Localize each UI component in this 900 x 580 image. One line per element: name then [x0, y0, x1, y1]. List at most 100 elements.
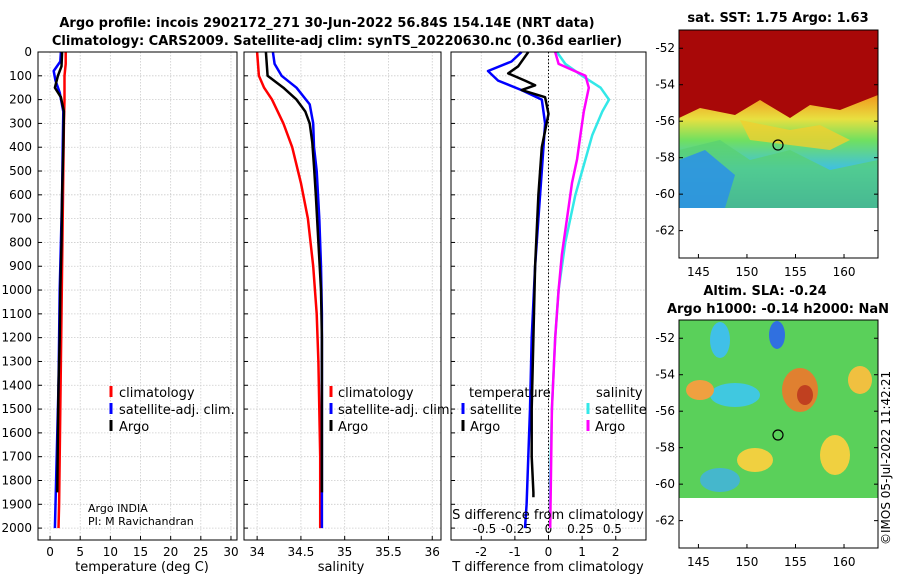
- credit-line-1: Argo INDIA: [88, 502, 148, 515]
- sla-map-ticks: 145 150 155 160 -52 -54 -56 -58 -60 -62: [655, 331, 878, 569]
- sla-blob: [820, 435, 850, 475]
- legend-label-climatology: climatology: [119, 386, 195, 401]
- legend-label-sal-argo: Argo: [595, 420, 625, 435]
- depth-tick-label: 1300: [1, 354, 32, 368]
- map-x-tick-label: 160: [833, 265, 856, 279]
- temperature-legend: climatology satellite-adj. clim. Argo: [109, 386, 235, 435]
- s-diff-xlabel: S difference from climatology: [452, 508, 644, 523]
- argo-location-marker: [772, 139, 784, 151]
- sla-blob: [737, 448, 773, 472]
- sla-blob: [769, 321, 785, 349]
- map-y-tick-label: -62: [655, 224, 675, 238]
- sst-map-title: sat. SST: 1.75 Argo: 1.63: [687, 11, 868, 26]
- map-x-tick-label: 155: [784, 265, 807, 279]
- x-tick-label: 15: [133, 545, 148, 559]
- map-x-tick-label: 145: [687, 265, 710, 279]
- map-y-tick-label: -60: [655, 187, 675, 201]
- s-tick-label: 0.5: [603, 522, 622, 536]
- depth-tick-label: 500: [9, 164, 32, 178]
- legend-label-satellite: satellite-adj. clim.: [338, 403, 454, 418]
- series-line-climatology: [255, 51, 322, 529]
- plot-frame: [450, 51, 647, 541]
- plot-frame: [243, 51, 442, 541]
- sst-warm-region: [679, 30, 878, 118]
- x-tick-label: 25: [193, 545, 208, 559]
- credit-line-2: PI: M Ravichandran: [88, 515, 194, 528]
- depth-tick-label: 600: [9, 188, 32, 202]
- series-line-salinity-argo: [548, 51, 591, 529]
- map-x-tick-label: 155: [784, 555, 807, 569]
- legend-title-temperature: temperature: [469, 386, 551, 401]
- depth-tick-label: 200: [9, 93, 32, 107]
- sst-yellow-band: [740, 120, 850, 150]
- x-tick-label: 34: [249, 545, 264, 559]
- sla-blob: [686, 380, 714, 400]
- depth-tick-label: 1800: [1, 473, 32, 487]
- map-y-tick-label: -54: [655, 368, 675, 382]
- series-line-temperature-argo: [506, 51, 550, 498]
- map-x-tick-label: 145: [687, 555, 710, 569]
- sst-map: 145 150 155 160 -52 -54 -56 -58 -60 -62: [655, 29, 879, 279]
- salinity-xlabel: salinity: [318, 560, 365, 575]
- depth-tick-label: 400: [9, 140, 32, 154]
- map-y-tick-label: -58: [655, 151, 675, 165]
- x-tick-label: 10: [103, 545, 118, 559]
- map-y-tick-label: -56: [655, 114, 675, 128]
- legend-label-temp-satellite: satellite: [470, 403, 522, 418]
- map-x-tick-label: 150: [735, 555, 758, 569]
- title-line-1: Argo profile: incois 2902172_271 30-Jun-…: [59, 16, 594, 31]
- sla-features: [686, 321, 872, 492]
- legend-title-salinity: salinity: [596, 386, 643, 401]
- s-tick-label: -0.25: [501, 522, 532, 536]
- x-tick-label: -2: [475, 545, 487, 559]
- x-tick-label: 30: [223, 545, 238, 559]
- depth-tick-label: 1400: [1, 378, 32, 392]
- map-y-tick-label: -62: [655, 514, 675, 528]
- depth-tick-label: 700: [9, 212, 32, 226]
- depth-tick-label: 900: [9, 259, 32, 273]
- sla-blob: [848, 366, 872, 394]
- depth-tick-label: 1100: [1, 307, 32, 321]
- legend-label-climatology: climatology: [338, 386, 414, 401]
- s-tick-label: -0.5: [473, 522, 496, 536]
- map-y-tick-label: -58: [655, 441, 675, 455]
- legend-label-sal-satellite: satellite: [595, 403, 647, 418]
- x-tick-label: 2: [612, 545, 620, 559]
- x-tick-label: 5: [76, 545, 84, 559]
- legend-label-temp-argo: Argo: [470, 420, 500, 435]
- sst-map-ticks: 145 150 155 160 -52 -54 -56 -58 -60 -62: [655, 41, 878, 279]
- argo-location-marker: [772, 429, 784, 441]
- imos-stamp: ©IMOS 05-Jul-2022 11:42:21: [879, 371, 893, 545]
- sla-blob: [710, 383, 760, 407]
- salinity-legend: climatology satellite-adj. clim. Argo: [329, 386, 454, 435]
- series-line-temperature-satellite: [486, 51, 547, 529]
- sla-blob: [710, 322, 730, 358]
- sst-no-data: [679, 208, 878, 258]
- sst-map-frame: [678, 29, 879, 259]
- sla-blob: [700, 468, 740, 492]
- map-x-tick-label: 150: [735, 265, 758, 279]
- x-tick-label: -1: [509, 545, 521, 559]
- sla-map-frame: [678, 319, 879, 549]
- depth-tick-label: 1600: [1, 426, 32, 440]
- depth-tick-label: 1900: [1, 497, 32, 511]
- sst-cold-region: [679, 150, 735, 208]
- depth-tick-label: 0: [24, 45, 32, 59]
- depth-tick-label: 800: [9, 235, 32, 249]
- t-diff-xlabel: T difference from climatology: [451, 560, 644, 575]
- sla-blob: [797, 385, 813, 405]
- depth-tick-label: 300: [9, 116, 32, 130]
- s-tick-label: 0.25: [567, 522, 594, 536]
- map-y-tick-label: -54: [655, 78, 675, 92]
- title-line-2: Climatology: CARS2009. Satellite-adj cli…: [52, 34, 622, 49]
- map-y-tick-label: -56: [655, 404, 675, 418]
- legend-label-argo: Argo: [338, 420, 368, 435]
- map-y-tick-label: -52: [655, 41, 675, 55]
- depth-tick-label: 100: [9, 69, 32, 83]
- x-tick-label: 35: [337, 545, 352, 559]
- series-line-argo: [53, 51, 66, 493]
- sla-map-title-1: Altim. SLA: -0.24: [703, 284, 826, 299]
- depth-tick-label: 2000: [1, 521, 32, 535]
- series-line-argo: [264, 51, 324, 493]
